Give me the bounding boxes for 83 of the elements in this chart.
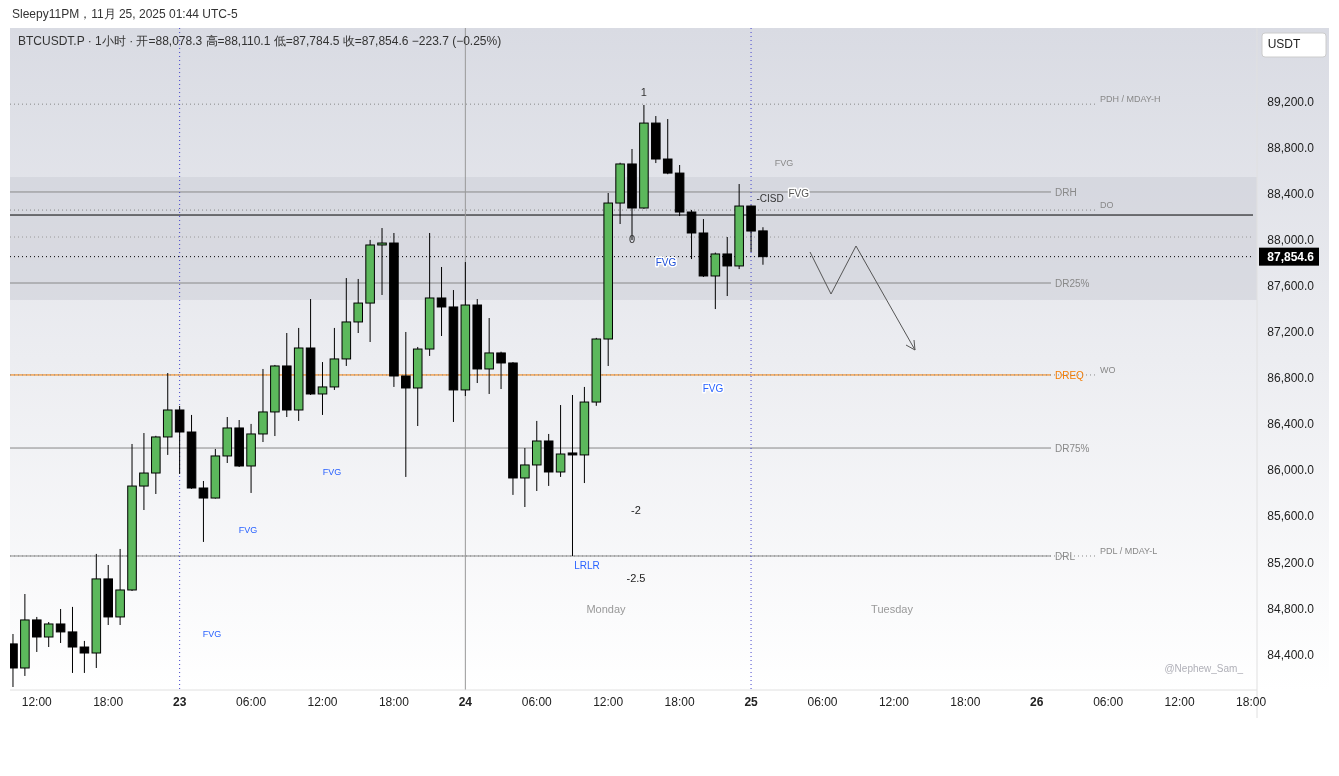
y-tick-label: 88,800.0 (1267, 140, 1315, 155)
annotation: FVG (788, 188, 810, 200)
annotation: Tuesday (871, 603, 914, 615)
x-tick-label: 23 (172, 695, 187, 709)
annotation: -CISD (756, 193, 784, 204)
y-tick-label: 86,000.0 (1267, 463, 1315, 478)
candlestick (710, 252, 721, 310)
y-tick-label: 85,200.0 (1267, 555, 1315, 570)
candlestick (43, 621, 54, 648)
x-tick-label: 06:00 (521, 695, 553, 709)
annotation: BTCUSDT.P · 1小时 · 开=88,078.3 高=88,110.1 低=87,784.5 收=87,854.6 −223.7 (−0.25%) (18, 34, 502, 48)
candlestick (555, 404, 566, 478)
candlestick (317, 361, 328, 416)
annotation: FVG (238, 525, 258, 535)
candlestick (496, 351, 506, 390)
x-tick-label: 12:00 (307, 695, 338, 709)
candlestick (79, 640, 90, 674)
text: USDT (1267, 37, 1301, 51)
candlestick (139, 432, 149, 511)
x-tick-label: 18:00 (1236, 695, 1267, 709)
annotation: 0 (628, 232, 636, 245)
annotation: FVG (702, 383, 724, 394)
x-tick-label: 12:00 (1164, 695, 1195, 709)
candlestick (353, 278, 363, 334)
candlestick (520, 447, 530, 508)
y-tick-label: 85,600.0 (1267, 509, 1315, 524)
annotation: FVG (322, 467, 342, 477)
ref-line-label: DR75% (1055, 443, 1090, 455)
ref-line-label: PDH / MDAY-H (1100, 94, 1161, 105)
candlestick (401, 331, 411, 478)
x-tick-label: 06:00 (807, 695, 838, 709)
candlestick (531, 420, 542, 492)
ref-line-label: DRH (1055, 186, 1077, 198)
x-tick-label: 06:00 (236, 695, 267, 709)
candlestick (67, 606, 78, 674)
candlestick (174, 405, 185, 475)
y-tick-label: 88,400.0 (1267, 186, 1315, 201)
candlestick (662, 118, 673, 175)
x-tick-label: 12:00 (21, 695, 53, 709)
candlestick (32, 616, 42, 653)
x-tick-label: 18:00 (378, 695, 410, 709)
y-tick-label: 84,400.0 (1267, 647, 1315, 662)
annotation: @Nephew_Sam_ (1164, 663, 1244, 674)
ref-line-label: WO (1100, 364, 1116, 375)
ref-line-label: DRL (1055, 550, 1076, 562)
x-tick-label: 25 (744, 695, 759, 709)
annotation: -2.5 (626, 572, 646, 584)
chart-title: Sleepy11PM，11月 25, 2025 01:44 UTC-5 (12, 7, 239, 21)
annotation: LRLR (574, 560, 600, 571)
annotation: FVG (774, 158, 794, 168)
y-tick-label: 88,000.0 (1267, 232, 1315, 247)
y-tick-label: 86,400.0 (1267, 417, 1315, 432)
x-tick-label: 12:00 (593, 695, 624, 709)
x-tick-label: 18:00 (93, 695, 124, 709)
candlestick (198, 480, 209, 543)
ref-line-label: 87,854.6 (1267, 249, 1315, 264)
annotation: 1 (640, 86, 647, 99)
annotation: FVG (655, 257, 677, 268)
ref-line-label: DR25% (1055, 278, 1090, 290)
annotation: FVG (202, 629, 222, 639)
candlestick (722, 236, 733, 297)
candlestick (484, 317, 494, 395)
y-tick-label: 89,200.0 (1267, 94, 1315, 109)
candlestick (55, 608, 66, 644)
y-tick-label: 87,600.0 (1267, 279, 1315, 293)
annotation: -2 (631, 504, 641, 516)
ref-line-label: DO (1100, 200, 1114, 211)
x-tick-label: 12:00 (878, 695, 910, 709)
x-tick-label: 06:00 (1093, 695, 1124, 709)
x-tick-label: 18:00 (950, 695, 981, 709)
x-tick-label: 26 (1030, 695, 1044, 709)
candlestick (377, 227, 387, 296)
candlestick (258, 368, 268, 443)
x-tick-label: 18:00 (664, 695, 695, 709)
candlestick (567, 394, 578, 557)
y-tick-label: 84,800.0 (1267, 601, 1315, 616)
annotation: Monday (586, 603, 627, 615)
candlestick (436, 266, 447, 337)
y-tick-label: 86,800.0 (1267, 371, 1315, 386)
ref-line-label: DREQ (1055, 369, 1085, 381)
y-tick-label: 87,200.0 (1267, 325, 1315, 340)
x-tick-label: 24 (458, 695, 473, 709)
ref-line-label: PDL / MDAY-L (1100, 545, 1158, 556)
